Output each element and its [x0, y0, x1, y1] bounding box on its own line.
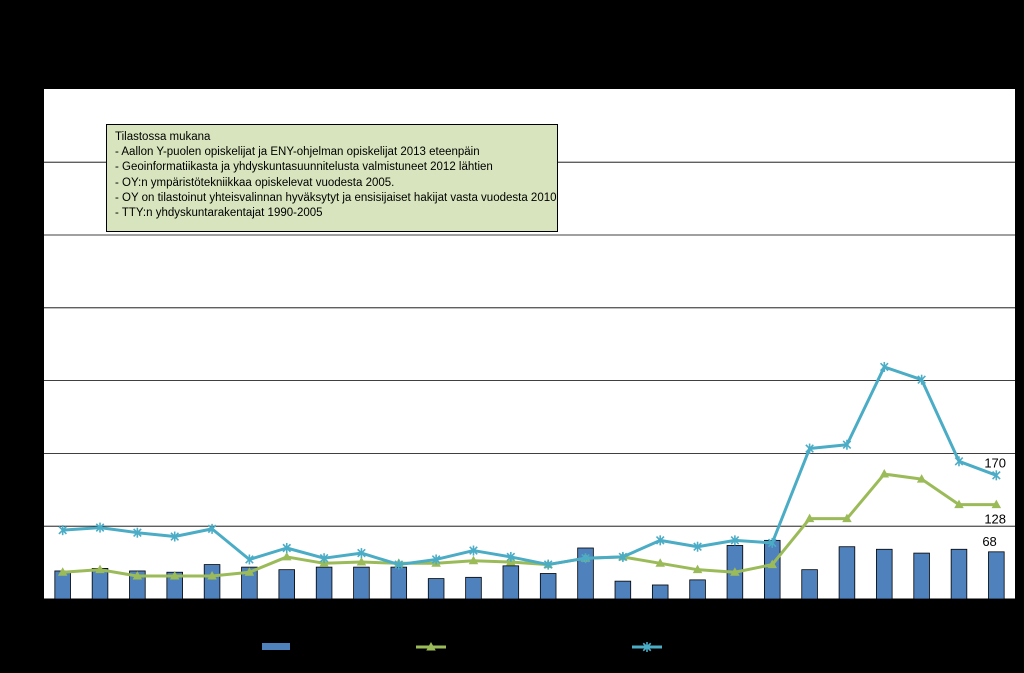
line-series: [57, 361, 1002, 580]
legend-swatch-bar: [262, 643, 290, 650]
marker-series-1-16: [655, 558, 665, 567]
marker-series-2-19: [767, 537, 777, 548]
marker-series-2-11: [469, 545, 478, 556]
bar-22: [876, 548, 893, 600]
marker-series-2-4: [207, 523, 217, 534]
marker-series-2-10: [431, 554, 441, 565]
marker-series-2-20: [805, 443, 814, 454]
marker-series-2-5: [245, 554, 254, 565]
marker-series-1-11: [468, 555, 479, 565]
note-line-5: - TTY:n yhdyskuntarakentajat 1990-2005: [115, 207, 323, 220]
note-line-4: - OY on tilastoinut yhteisvalinnan hyväk…: [115, 191, 557, 204]
bar-7: [315, 566, 333, 600]
bar-19: [764, 539, 781, 600]
legend-marker-line-1: [426, 642, 436, 651]
marker-series-1-19: [767, 559, 777, 569]
marker-series-2-7: [319, 553, 329, 564]
marker-series-1-23: [916, 474, 927, 483]
marker-series-1-6: [282, 551, 292, 561]
marker-series-1-4: [207, 571, 217, 580]
note-line-title: Tilastossa mukana: [115, 131, 211, 143]
note-line-2: - Geoinformatiikasta ja yhdyskuntasuunni…: [115, 161, 493, 174]
marker-series-2-16: [655, 535, 665, 546]
bar-24: [950, 548, 968, 600]
bar-6: [278, 569, 295, 600]
marker-series-1-2: [132, 571, 143, 580]
bar-12: [502, 565, 520, 600]
marker-series-2-22: [879, 361, 889, 372]
marker-series-1-17: [692, 564, 703, 574]
data-label-2: 68: [982, 534, 996, 549]
marker-series-2-14: [581, 553, 590, 564]
marker-series-2-15: [618, 551, 628, 562]
data-label-1: 128: [984, 512, 1006, 527]
bar-9: [390, 566, 408, 600]
marker-series-2-17: [693, 541, 702, 552]
marker-series-1-5: [244, 567, 255, 576]
marker-series-1-18: [730, 567, 740, 576]
marker-series-2-1: [95, 522, 105, 533]
marker-series-1-8: [356, 557, 367, 566]
bar-20: [801, 569, 818, 600]
marker-series-1-25: [991, 499, 1002, 509]
bar-4: [203, 564, 221, 600]
bar-10: [427, 578, 445, 600]
marker-series-2-9: [394, 559, 404, 570]
legend: [262, 642, 662, 652]
marker-series-2-25: [992, 470, 1001, 481]
bar-8: [353, 566, 370, 600]
bar-13: [539, 573, 557, 600]
data-label-0: 170: [984, 455, 1006, 470]
marker-series-2-18: [730, 535, 740, 546]
marker-series-2-24: [954, 456, 964, 467]
data-labels: 170 128 68: [982, 455, 1006, 549]
marker-series-2-6: [282, 543, 292, 553]
bar-17: [689, 579, 706, 600]
marker-series-1-20: [804, 513, 815, 523]
bar-15: [614, 580, 632, 600]
marker-series-2-21: [842, 439, 852, 450]
bar-25: [988, 551, 1005, 600]
marker-series-1-21: [842, 513, 852, 523]
marker-series-2-13: [543, 559, 553, 570]
marker-series-2-3: [170, 531, 180, 542]
marker-series-2-23: [917, 374, 926, 385]
marker-series-2-2: [133, 527, 142, 538]
marker-series-1-3: [169, 571, 180, 580]
marker-series-1-0: [57, 567, 68, 576]
bar-23: [913, 552, 930, 600]
line-series-2: [62, 365, 997, 567]
marker-series-1-24: [954, 499, 964, 509]
bar-16: [651, 584, 669, 600]
note-box: Tilastossa mukana - Aallon Y-puolen opis…: [106, 124, 558, 232]
bar-21: [838, 546, 856, 600]
legend-marker-line-2: [642, 642, 652, 652]
marker-series-1-1: [95, 564, 105, 574]
note-line-3: - OY:n ympäristötekniikkaa opiskelevat v…: [115, 176, 395, 189]
bar-11: [465, 576, 482, 600]
line-series-1: [62, 472, 997, 578]
bar-2: [129, 570, 146, 600]
marker-series-2-12: [506, 551, 516, 562]
marker-series-1-22: [879, 469, 890, 478]
marker-series-2-8: [357, 548, 366, 559]
bar-series: [54, 539, 1005, 600]
note-line-1: - Aallon Y-puolen opiskelijat ja ENY-ohj…: [115, 146, 480, 159]
marker-series-2-0: [58, 525, 67, 536]
